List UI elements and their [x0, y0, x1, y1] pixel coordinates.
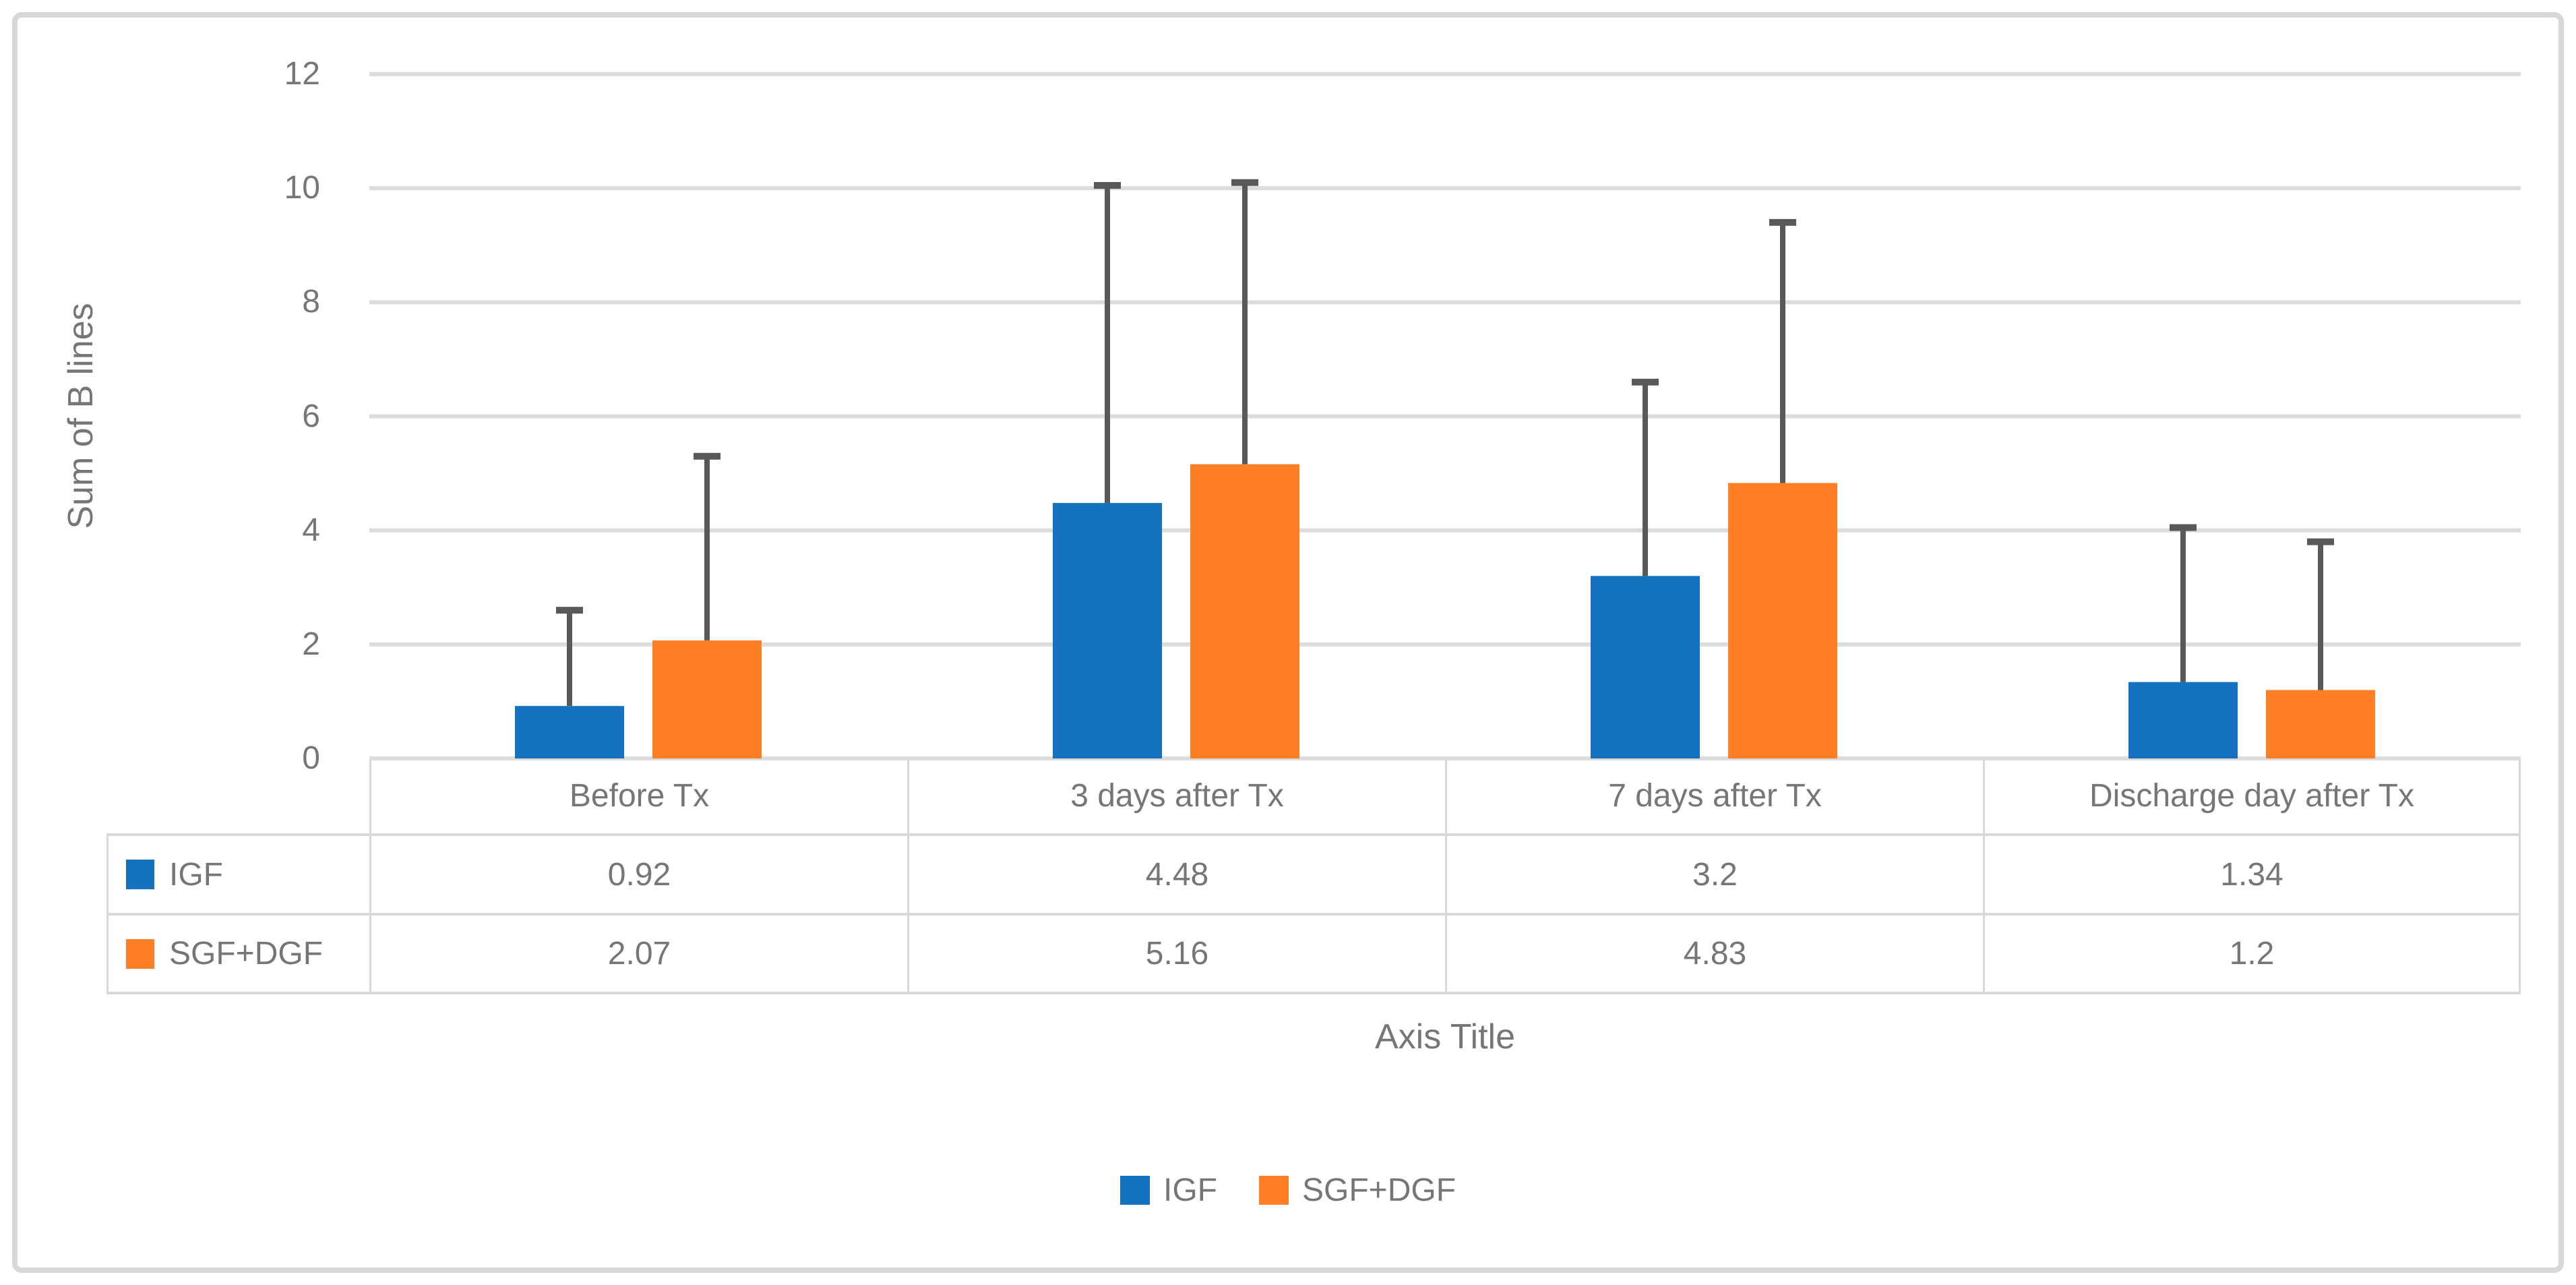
y-axis-title: Sum of B lines [61, 303, 100, 529]
legend-swatch-icon [1258, 1176, 1289, 1205]
table-value-cell: 1.34 [1983, 836, 2521, 916]
bar-IGF-3 days after Tx [1053, 503, 1162, 758]
category-header-cell: Discharge day after Tx [1983, 758, 2521, 836]
bar-SGF+DGF-3 days after Tx [1190, 464, 1299, 758]
bar-IGF-Discharge day after Tx [2128, 682, 2238, 758]
series-label-cell: SGF+DGF [106, 916, 369, 994]
table-value-cell: 4.83 [1445, 916, 1983, 994]
series-label-cell: IGF [106, 836, 369, 916]
legend: IGF SGF+DGF [0, 1172, 2576, 1209]
legend-item-SGF+DGF: SGF+DGF [1258, 1172, 1456, 1209]
legend-label: SGF+DGF [1301, 1172, 1456, 1208]
table-value-cell: 4.48 [907, 836, 1445, 916]
table-value-cell: 2.07 [369, 916, 907, 994]
y-tick-label: 10 [284, 170, 320, 206]
y-tick-label: 12 [284, 56, 320, 92]
x-axis-title: Axis Title [1374, 1017, 1516, 1056]
table-value-cell: 3.2 [1445, 836, 1983, 916]
data-table: Before Tx 3 days after Tx 7 days after Tx D… [106, 758, 2521, 994]
table-value-cell: 1.2 [1983, 916, 2521, 994]
legend-swatch-icon [1120, 1176, 1150, 1205]
series-label: IGF [169, 856, 223, 893]
category-header-cell: 3 days after Tx [907, 758, 1445, 836]
table-corner-cell [106, 758, 369, 836]
y-tick-label: 6 [302, 398, 320, 434]
legend-key-icon [126, 860, 154, 889]
legend-label: IGF [1163, 1172, 1217, 1208]
chart-border [12, 12, 2564, 1273]
legend-key-icon [126, 938, 154, 969]
bar-SGF+DGF-Discharge day after Tx [2266, 690, 2375, 758]
series-label: SGF+DGF [169, 936, 324, 972]
y-tick-label: 8 [302, 284, 320, 320]
y-tick-label: 2 [302, 626, 320, 662]
category-header-cell: 7 days after Tx [1445, 758, 1983, 836]
y-tick-label: 0 [302, 740, 320, 776]
legend-item-IGF: IGF [1120, 1172, 1217, 1209]
category-header-cell: Before Tx [369, 758, 907, 836]
table-value-cell: 0.92 [369, 836, 907, 916]
y-tick-label: 4 [302, 512, 320, 548]
bar-SGF+DGF-7 days after Tx [1728, 483, 1837, 758]
bar-IGF-7 days after Tx [1591, 576, 1700, 758]
bar-IGF-Before Tx [515, 706, 624, 758]
table-value-cell: 5.16 [907, 916, 1445, 994]
bar-SGF+DGF-Before Tx [652, 640, 762, 758]
